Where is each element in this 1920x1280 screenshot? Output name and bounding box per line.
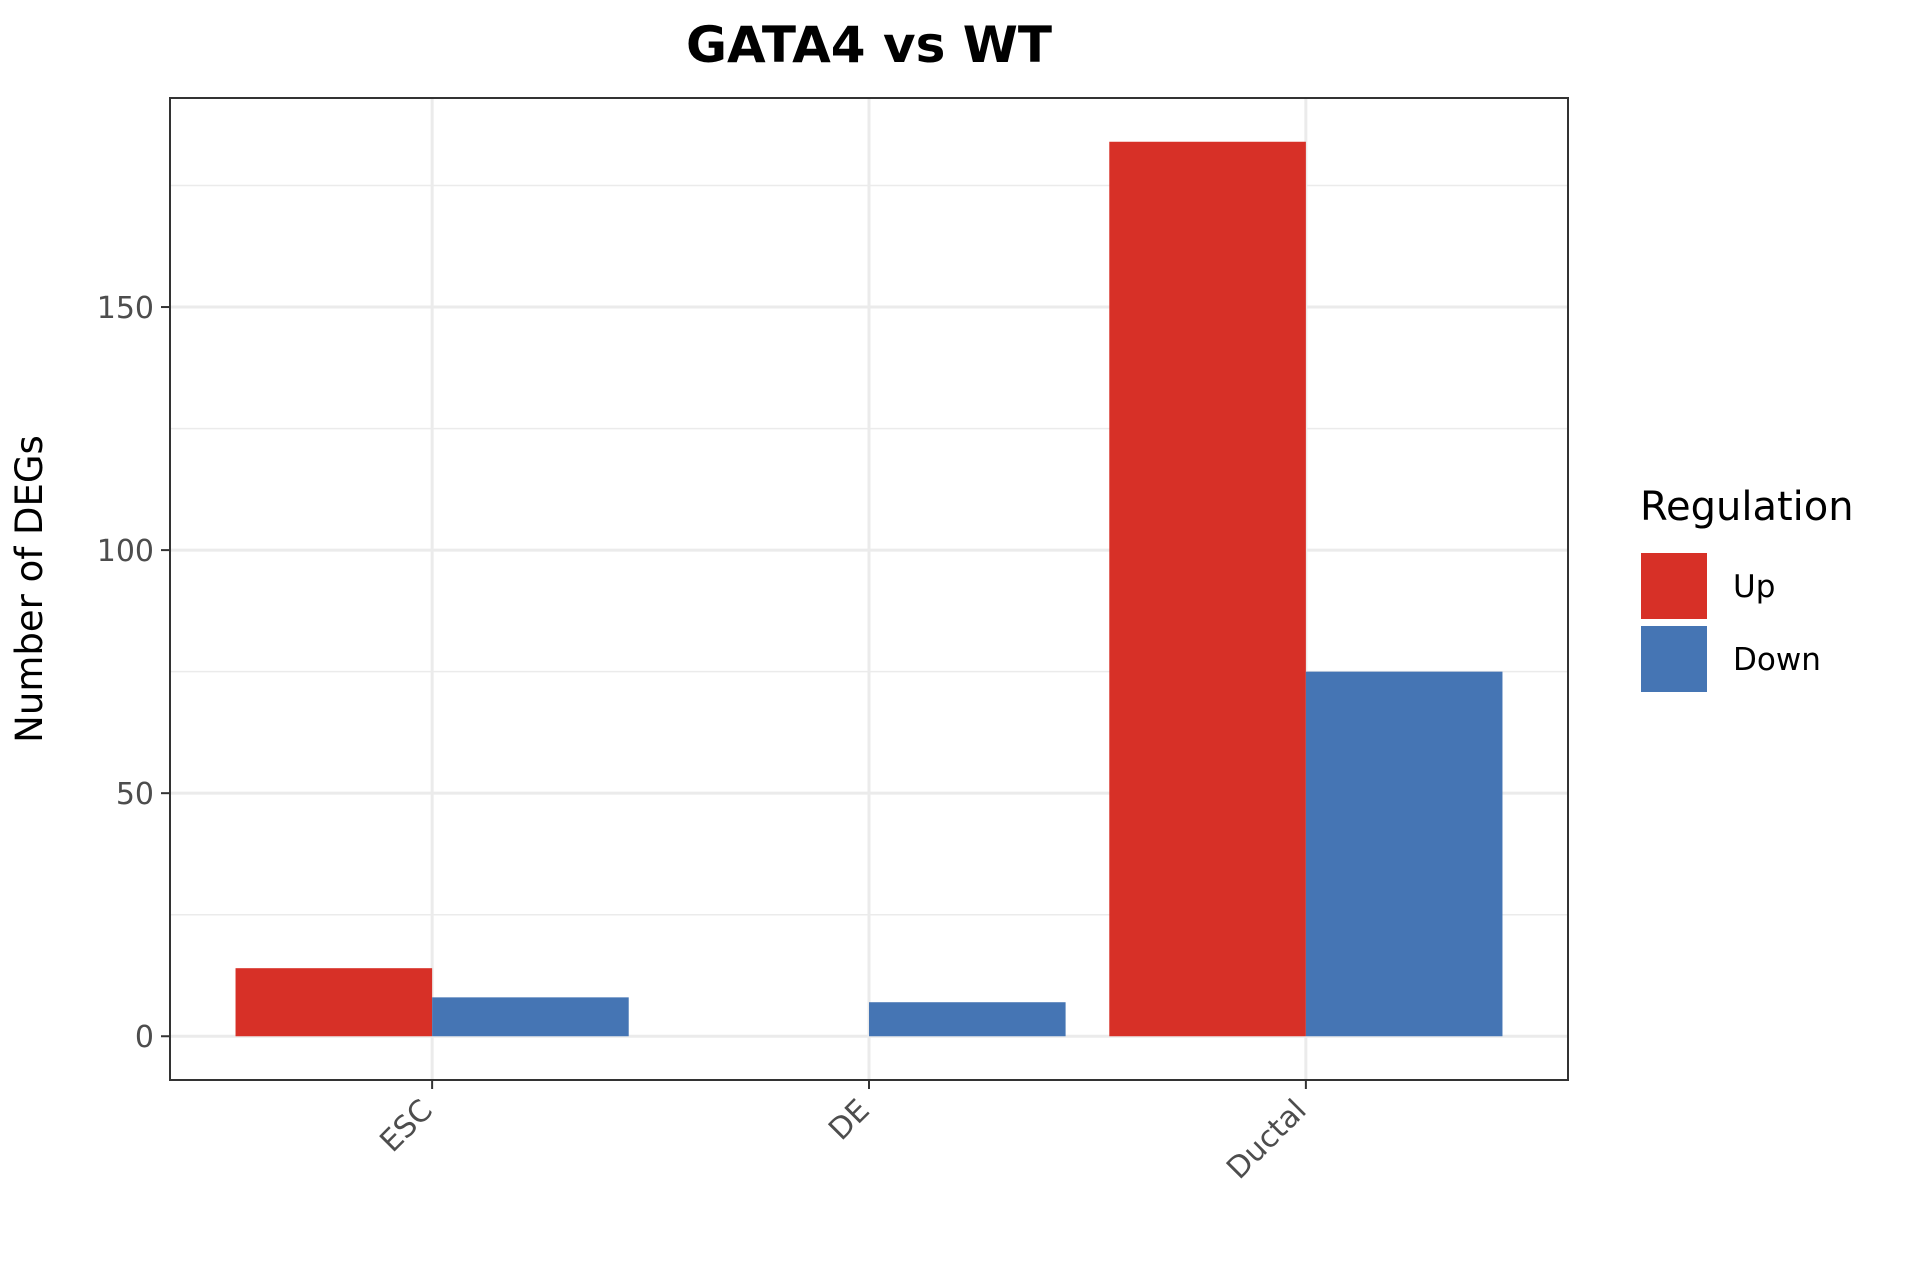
bar-down-esc bbox=[432, 997, 629, 1037]
y-tick-label: 150 bbox=[97, 291, 154, 326]
bar-down-ductal bbox=[1305, 671, 1503, 1037]
bar-up-esc bbox=[235, 968, 433, 1037]
y-axis-title: Number of DEGs bbox=[8, 435, 51, 743]
y-tick-label: 50 bbox=[116, 777, 154, 812]
bar-up-ductal bbox=[1109, 141, 1306, 1037]
chart-title: GATA4 vs WT bbox=[686, 16, 1052, 74]
legend: Regulation Up Down bbox=[1640, 484, 1854, 692]
y-tick-label: 100 bbox=[97, 534, 154, 569]
legend-key-down bbox=[1641, 626, 1707, 692]
bars bbox=[235, 141, 1503, 1037]
legend-title: Regulation bbox=[1640, 484, 1854, 530]
y-tick-label: 0 bbox=[135, 1020, 154, 1055]
bar-down-de bbox=[869, 1002, 1066, 1037]
legend-label-up: Up bbox=[1733, 569, 1775, 605]
legend-key-up bbox=[1641, 553, 1707, 619]
legend-label-down: Down bbox=[1733, 642, 1821, 678]
